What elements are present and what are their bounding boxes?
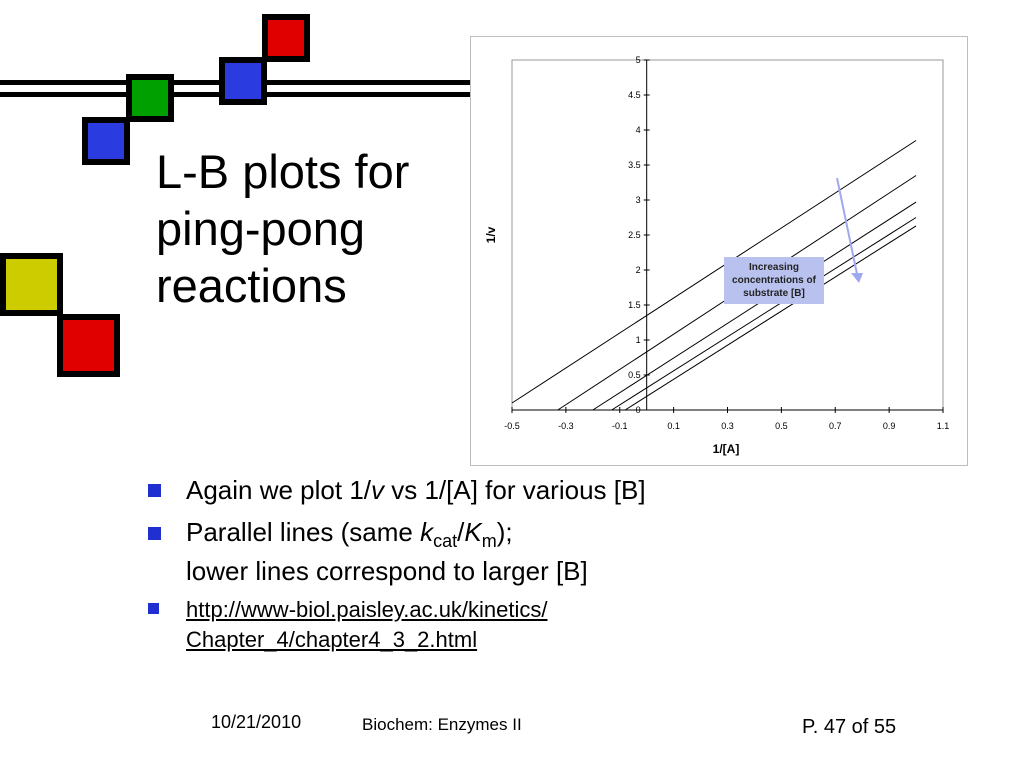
slide-title: L-B plots for ping-pong reactions bbox=[156, 145, 410, 312]
y-axis-title: 1/v bbox=[484, 226, 498, 243]
annotation-arrowhead-icon bbox=[851, 273, 863, 283]
x-axis-title: 1/[A] bbox=[713, 442, 740, 456]
footer-date: 10/21/2010 bbox=[211, 712, 302, 732]
decorative-red-square-left bbox=[57, 314, 120, 377]
decorative-green-square bbox=[126, 74, 174, 122]
y-tick-label: 2 bbox=[636, 265, 641, 275]
link-line-2: Chapter_4/chapter4_3_2.html bbox=[186, 627, 478, 653]
x-tick-label: 1.1 bbox=[937, 421, 950, 431]
decorative-blue-square-left bbox=[82, 117, 130, 165]
footer-course: Biochem: Enzymes II bbox=[362, 715, 522, 734]
bullet-text-post: vs 1/[A] for various [B] bbox=[384, 475, 646, 505]
y-tick-label: 0.5 bbox=[628, 370, 641, 380]
y-tick-label: 4 bbox=[636, 125, 641, 135]
decorative-yellow-square bbox=[0, 253, 63, 316]
bullet-text-pre: Again we plot 1/ bbox=[186, 475, 372, 505]
x-tick-label: -0.3 bbox=[558, 421, 574, 431]
link-line-1: http://www-biol.paisley.ac.uk/kinetics/ bbox=[186, 597, 548, 623]
bullet-text-line2: lower lines correspond to larger [B] bbox=[186, 556, 588, 587]
y-tick-label: 2.5 bbox=[628, 230, 641, 240]
y-tick-label: 0 bbox=[636, 405, 641, 415]
x-tick-label: 0.7 bbox=[829, 421, 842, 431]
y-tick-label: 1 bbox=[636, 335, 641, 345]
slash: / bbox=[457, 517, 465, 547]
bullet-text-pre: Parallel lines (same bbox=[186, 517, 421, 547]
series-line-3 bbox=[592, 201, 917, 411]
chart-svg: -0.5 -0.3 -0.1 0.1 0.3 0.5 0.7 0.9 1.1 0 0.5 1 1.5 2 2… bbox=[484, 55, 950, 456]
x-tick-label: 0.3 bbox=[721, 421, 734, 431]
x-tick-label: -0.5 bbox=[504, 421, 520, 431]
bullet-item: Again we plot 1/v vs 1/[A] for various [… bbox=[148, 472, 1008, 508]
series-line-4 bbox=[611, 217, 917, 411]
km-symbol: K bbox=[464, 517, 482, 547]
y-tick-label: 3.5 bbox=[628, 160, 641, 170]
decorative-blue-square-top bbox=[219, 57, 267, 105]
bullet-item: http://www-biol.paisley.ac.uk/kinetics/C… bbox=[148, 595, 1008, 655]
bullet-text-close: ); bbox=[496, 517, 513, 547]
y-tick-label: 5 bbox=[636, 55, 641, 65]
footer-page-number: P. 47 of 55 bbox=[802, 716, 897, 738]
y-tick-label: 3 bbox=[636, 195, 641, 205]
kcat-subscript: cat bbox=[433, 531, 458, 552]
y-tick-label: 1.5 bbox=[628, 300, 641, 310]
km-subscript: m bbox=[481, 531, 497, 552]
y-tick-label: 4.5 bbox=[628, 90, 641, 100]
kcat-symbol: k bbox=[420, 517, 434, 547]
x-tick-label: 0.1 bbox=[667, 421, 680, 431]
lineweaver-burk-chart: -0.5 -0.3 -0.1 0.1 0.3 0.5 0.7 0.9 1.1 0 0.5 1 1.5 2 2… bbox=[470, 36, 968, 466]
bullet-item: Parallel lines (same kcat/Km); lower lin… bbox=[148, 517, 1008, 586]
plot-area bbox=[511, 59, 944, 411]
reference-link[interactable]: http://www-biol.paisley.ac.uk/kinetics/C… bbox=[186, 597, 548, 652]
annotation-arrow-shaft bbox=[836, 177, 858, 275]
bullet-square-icon bbox=[148, 603, 159, 615]
bullet-square-icon bbox=[148, 527, 161, 540]
x-tick-label: 0.5 bbox=[775, 421, 788, 431]
x-tick-label: -0.1 bbox=[612, 421, 628, 431]
bullet-square-icon bbox=[148, 484, 161, 497]
series-line-1 bbox=[511, 140, 917, 404]
bullet-text-italic: v bbox=[371, 475, 385, 505]
x-tick-label: 0.9 bbox=[883, 421, 896, 431]
decorative-red-square-top bbox=[262, 14, 310, 62]
bullet-list: Again we plot 1/v vs 1/[A] for various [… bbox=[148, 472, 1008, 655]
chart-annotation-box: Increasing concentrations of substrate [… bbox=[724, 257, 824, 304]
series-line-5 bbox=[624, 225, 917, 411]
